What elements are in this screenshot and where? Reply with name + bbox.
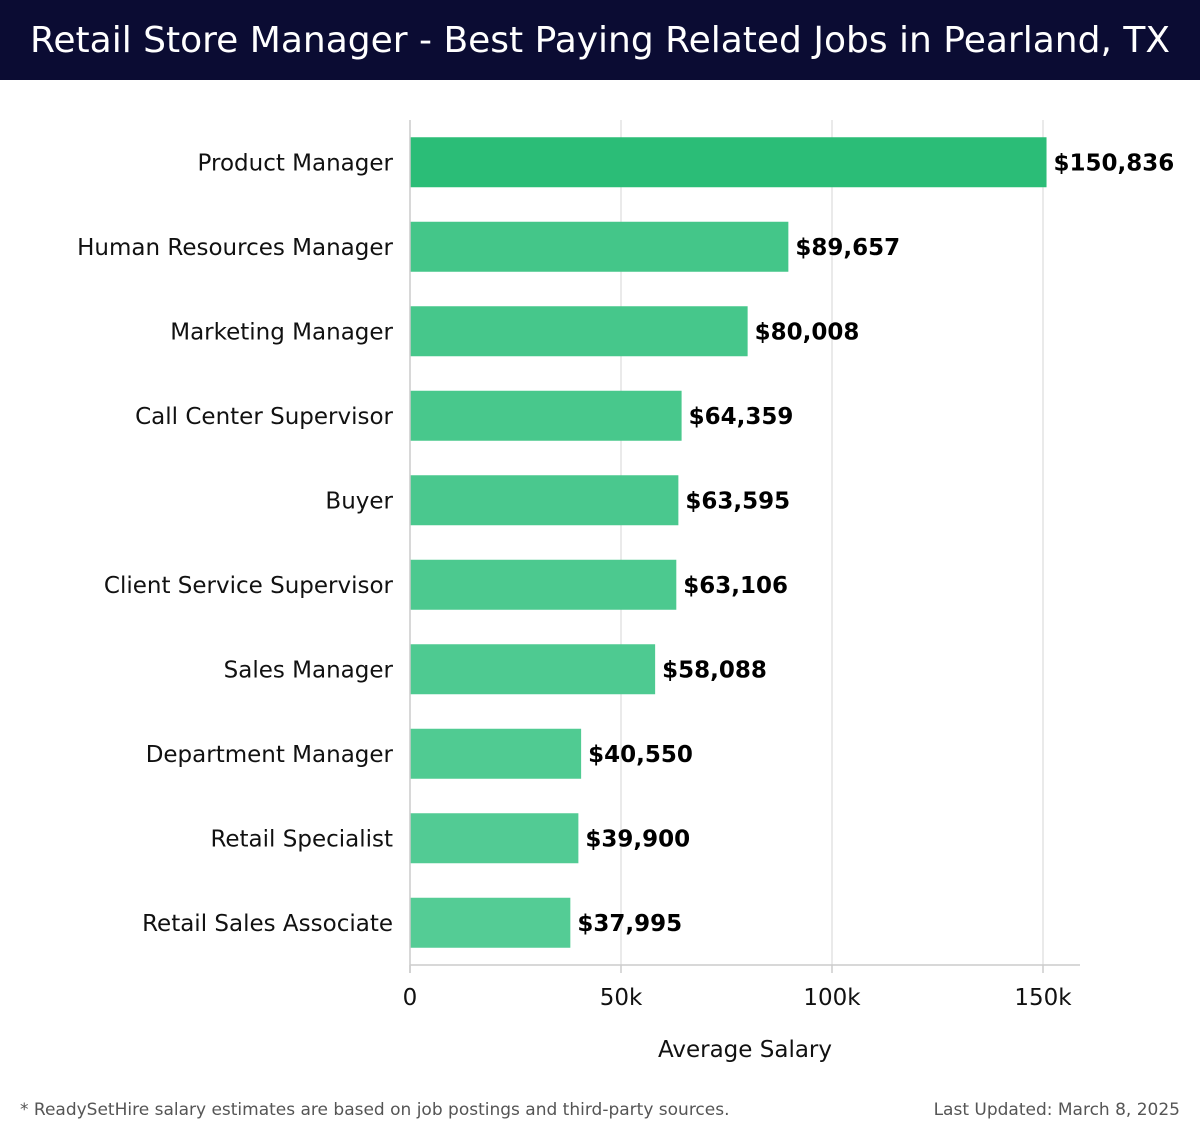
category-label: Product Manager bbox=[198, 150, 394, 176]
category-label: Human Resources Manager bbox=[77, 235, 393, 261]
value-label: $64,359 bbox=[689, 404, 794, 430]
x-tick-label: 50k bbox=[600, 985, 643, 1011]
bar-product-manager bbox=[410, 137, 1047, 188]
value-label: $150,836 bbox=[1054, 150, 1175, 176]
chart-header: Retail Store Manager - Best Paying Relat… bbox=[0, 0, 1200, 80]
last-updated: Last Updated: March 8, 2025 bbox=[933, 1100, 1180, 1120]
value-label: $58,088 bbox=[662, 657, 767, 683]
bar-department-manager bbox=[410, 728, 582, 779]
bar-human-resources-manager bbox=[410, 221, 789, 272]
value-label: $89,657 bbox=[795, 235, 900, 261]
x-tick-label: 150k bbox=[1014, 985, 1072, 1011]
category-label: Client Service Supervisor bbox=[104, 573, 394, 599]
bar-retail-specialist bbox=[410, 813, 579, 864]
category-label: Marketing Manager bbox=[170, 319, 393, 345]
category-label: Retail Sales Associate bbox=[142, 911, 393, 937]
footnote: * ReadySetHire salary estimates are base… bbox=[20, 1100, 730, 1120]
category-label: Department Manager bbox=[146, 742, 394, 768]
category-label: Call Center Supervisor bbox=[135, 404, 393, 430]
category-label: Buyer bbox=[325, 488, 393, 514]
x-axis-title: Average Salary bbox=[658, 1037, 832, 1063]
category-label: Sales Manager bbox=[224, 657, 394, 683]
bar-client-service-supervisor bbox=[410, 559, 677, 610]
value-label: $40,550 bbox=[588, 742, 693, 768]
bar-sales-manager bbox=[410, 644, 656, 695]
x-tick-label: 0 bbox=[403, 985, 418, 1011]
category-label: Retail Specialist bbox=[210, 826, 393, 852]
bar-chart: Product Manager $150,836 Human Resources M… bbox=[77, 120, 1175, 1063]
chart-title: Retail Store Manager - Best Paying Relat… bbox=[30, 19, 1170, 61]
x-tick-label: 100k bbox=[803, 985, 861, 1011]
value-label: $63,595 bbox=[685, 488, 790, 514]
value-label: $63,106 bbox=[683, 573, 788, 599]
bar-retail-sales-associate bbox=[410, 897, 571, 948]
bar-call-center-supervisor bbox=[410, 390, 682, 441]
bar-buyer bbox=[410, 475, 679, 526]
value-label: $37,995 bbox=[577, 911, 682, 937]
value-label: $39,900 bbox=[585, 826, 690, 852]
bar-marketing-manager bbox=[410, 306, 748, 357]
value-label: $80,008 bbox=[755, 319, 860, 345]
